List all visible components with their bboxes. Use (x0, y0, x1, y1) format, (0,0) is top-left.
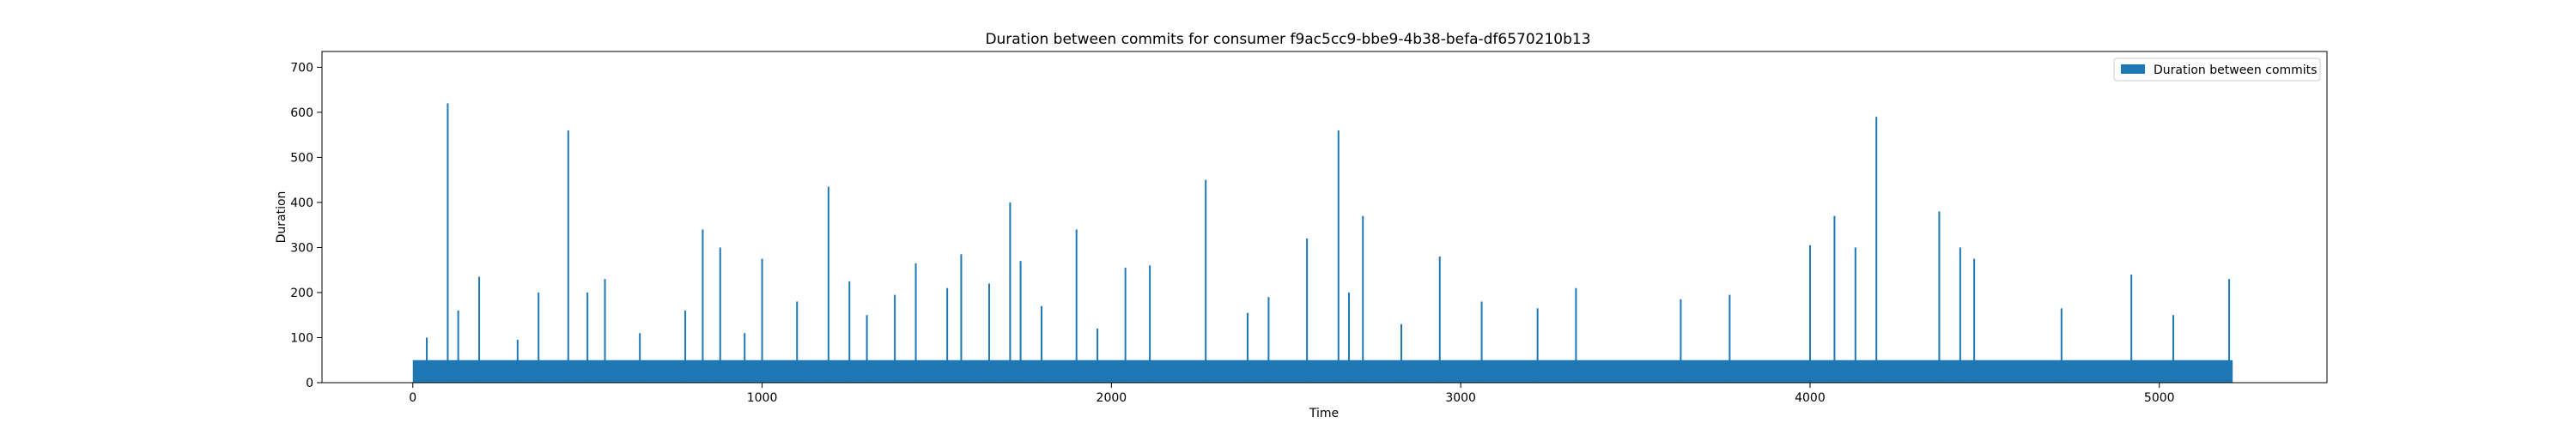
bar (1337, 130, 1340, 383)
bar (1149, 265, 1151, 383)
bar (987, 283, 990, 383)
bar (538, 292, 540, 383)
bar (1097, 328, 1099, 383)
bar (1400, 323, 1402, 383)
bar (1019, 261, 1022, 383)
bar (1347, 292, 1350, 383)
plot-frame (321, 51, 2328, 384)
bars-group (412, 103, 2233, 383)
bar (1267, 297, 1270, 383)
legend: Duration between commits (2113, 57, 2321, 82)
bar (1009, 202, 1012, 383)
y-tick-label: 700 (290, 61, 313, 75)
bar (2130, 274, 2133, 383)
bar (567, 130, 569, 383)
y-tick-label: 600 (290, 106, 313, 120)
legend-box (2113, 57, 2321, 82)
bar (894, 294, 896, 383)
bar (1938, 211, 1941, 383)
bar (684, 310, 687, 383)
bar (946, 287, 949, 383)
bar (1247, 312, 1249, 383)
bar (1875, 117, 1878, 383)
bar (639, 333, 641, 383)
y-tick-label: 100 (290, 331, 313, 345)
y-tick-label: 400 (290, 196, 313, 210)
x-tick-label: 1000 (747, 391, 778, 405)
legend-label: Duration between commits (2154, 63, 2317, 77)
bar (960, 254, 963, 383)
bar (1728, 294, 1731, 383)
y-tick-label: 200 (290, 287, 313, 300)
bar (1124, 268, 1127, 383)
bar (1040, 305, 1042, 383)
y-axis-label: Duration (275, 191, 289, 244)
bar (1854, 247, 1856, 383)
x-tick-label: 4000 (1795, 391, 1826, 405)
bar (914, 263, 917, 383)
bar (426, 337, 428, 383)
x-tick-label: 3000 (1445, 391, 1476, 405)
x-axis-ticks: 0 1000 2000 3000 4000 5000 (409, 383, 2175, 405)
bar (1973, 258, 1976, 383)
x-axis-label: Time (1309, 407, 1339, 420)
bar (447, 103, 449, 383)
bar (1536, 308, 1539, 383)
bar (761, 258, 763, 383)
y-tick-label: 300 (290, 241, 313, 255)
bar (719, 247, 721, 383)
bar (2172, 315, 2175, 383)
bar (1480, 301, 1483, 383)
bar (848, 281, 851, 383)
x-tick-label: 2000 (1097, 391, 1127, 405)
x-tick-label: 5000 (2144, 391, 2175, 405)
bar (586, 292, 589, 383)
bar (457, 310, 459, 383)
x-tick-label: 0 (409, 391, 416, 405)
y-axis-ticks: 0 100 200 300 400 500 600 700 (290, 61, 322, 390)
bar (702, 229, 704, 383)
bar-baseline-band (412, 360, 2233, 383)
bar (516, 340, 519, 383)
bar (1575, 287, 1577, 383)
y-tick-label: 0 (306, 377, 313, 390)
bar (744, 333, 746, 383)
bar (827, 186, 829, 383)
bar (1959, 247, 1961, 383)
bar (478, 276, 481, 383)
bar (866, 315, 868, 383)
bar (1075, 229, 1078, 383)
bar (1306, 238, 1309, 383)
bar (1205, 179, 1207, 383)
legend-swatch (2121, 64, 2145, 74)
bar (1808, 245, 1811, 383)
bar (1362, 215, 1364, 383)
bar (1833, 215, 1836, 383)
bar (2060, 308, 2063, 383)
bar (1438, 256, 1441, 383)
chart-title: Duration between commits for consumer f9… (985, 31, 1590, 48)
bar (604, 279, 606, 383)
bar (796, 301, 799, 383)
y-tick-label: 500 (290, 151, 313, 165)
bar (2228, 279, 2231, 383)
bar (1680, 299, 1682, 383)
